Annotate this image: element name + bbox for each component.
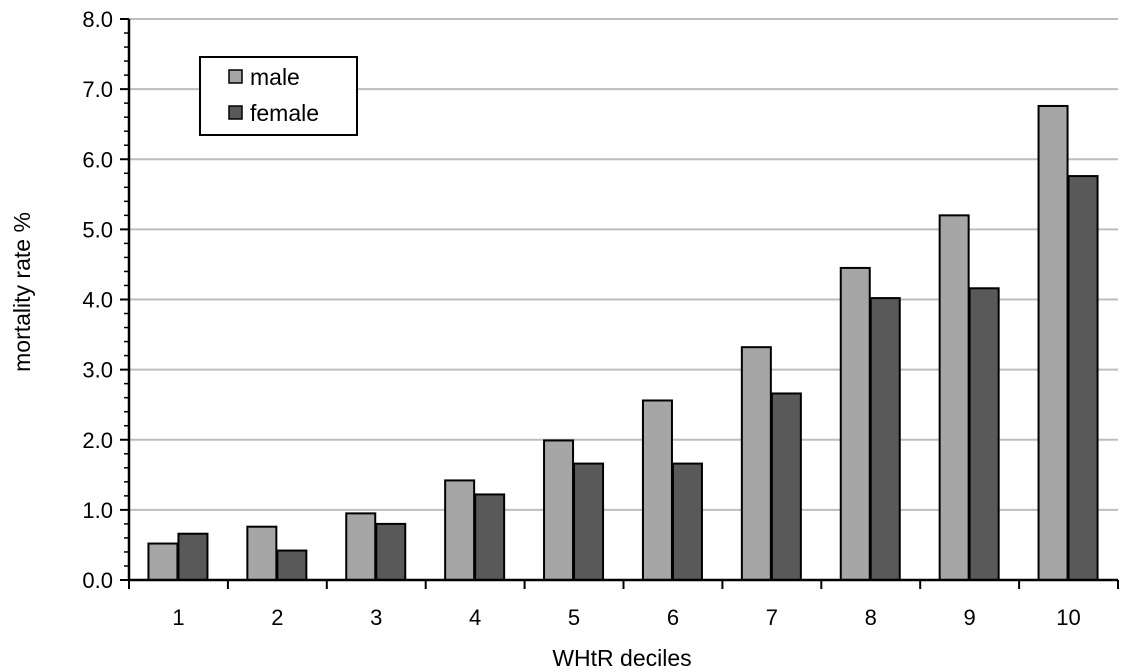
- y-tick-label: 5.0: [82, 217, 113, 242]
- legend-label-female: female: [250, 100, 319, 126]
- bar-male-7: [740, 346, 772, 581]
- bar-female-10: [1067, 175, 1099, 582]
- bar-female-7: [770, 392, 802, 581]
- bar-female-4: [474, 493, 506, 582]
- x-tick-label: 8: [865, 605, 877, 630]
- bar-female-9: [968, 287, 1000, 581]
- x-tick-label: 4: [469, 605, 481, 630]
- bar-female-5: [573, 462, 605, 581]
- y-tick-label: 2.0: [82, 428, 113, 453]
- y-tick-label: 8.0: [82, 7, 113, 32]
- x-tick-label: 7: [766, 605, 778, 630]
- x-tick-label: 3: [370, 605, 382, 630]
- bar-male-6: [641, 399, 673, 582]
- bar-male-9: [938, 214, 970, 581]
- axes: [120, 18, 1119, 589]
- legend-box: [199, 56, 358, 136]
- legend-swatch-male: [228, 69, 243, 84]
- y-tick-label: 7.0: [82, 77, 113, 102]
- y-tick-label: 6.0: [82, 147, 113, 172]
- x-tick-label: 9: [964, 605, 976, 630]
- bar-male-3: [345, 512, 377, 581]
- y-tick-label: 1.0: [82, 498, 113, 523]
- bar-female-3: [375, 522, 407, 582]
- bar-male-5: [543, 439, 575, 582]
- x-tick-label: 2: [271, 605, 283, 630]
- x-tick-label: 10: [1056, 605, 1080, 630]
- tick-labels: 0.0 1.0 2.0 3.0 4.0 5.0 6.0 7.0 8.0 1 2 3 4 5 6 7 8 9 10: [82, 7, 1080, 630]
- bar-male-1: [147, 542, 179, 581]
- bar-female-1: [177, 532, 209, 582]
- bar-female-2: [276, 549, 308, 581]
- x-axis-title: WHtR deciles: [552, 645, 691, 671]
- x-tick-label: 6: [667, 605, 679, 630]
- legend-label-male: male: [250, 64, 300, 90]
- y-tick-label: 3.0: [82, 358, 113, 383]
- bar-male-2: [246, 525, 278, 582]
- bar-male-8: [839, 266, 871, 581]
- y-tick-label: 4.0: [82, 288, 113, 313]
- bars: [147, 104, 1099, 582]
- bar-female-8: [869, 297, 901, 581]
- x-tick-label: 5: [568, 605, 580, 630]
- bar-male-4: [444, 479, 476, 581]
- legend: male female: [199, 56, 358, 136]
- legend-swatch-female: [228, 105, 243, 120]
- bar-female-6: [671, 462, 703, 581]
- x-tick-label: 1: [172, 605, 184, 630]
- y-tick-label: 0.0: [82, 568, 113, 593]
- y-axis-title: mortality rate %: [9, 212, 35, 372]
- bar-male-10: [1037, 104, 1069, 582]
